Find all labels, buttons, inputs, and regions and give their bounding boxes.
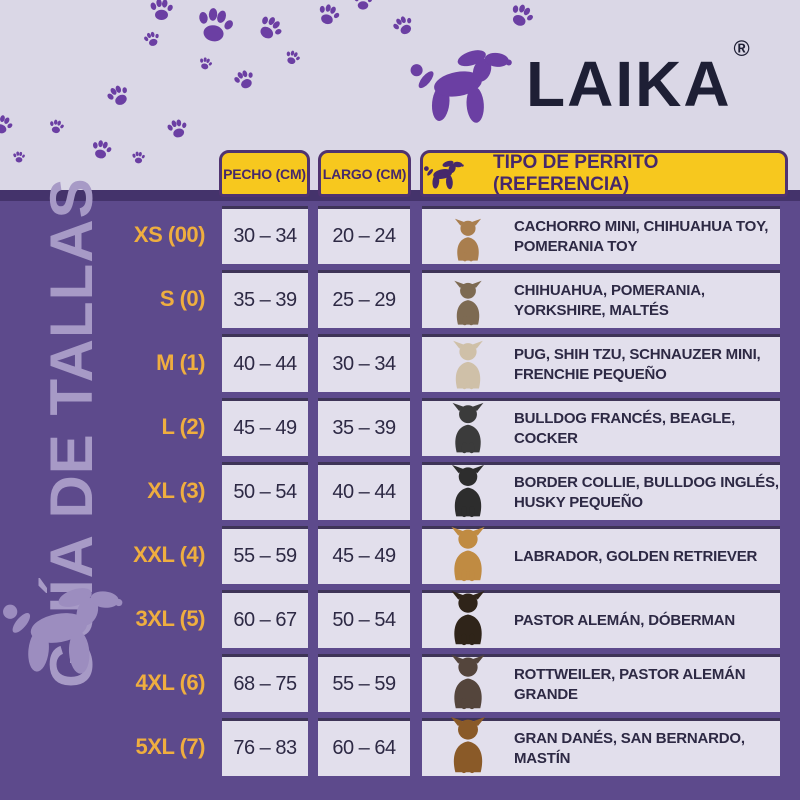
dog-photo-mastiff	[432, 721, 504, 776]
breed-list: GRAN DANÉS, SAN BERNARDO, MASTÍN	[514, 730, 745, 767]
dog-photo-rottweiler	[432, 657, 504, 712]
paw-icon	[88, 136, 115, 163]
paw-icon	[131, 150, 146, 165]
column-header-pecho: PECHO (CM)	[219, 150, 310, 197]
brand-name: LAIKA	[526, 48, 732, 120]
breed-list: CACHORRO MINI, CHIHUAHUA TOY, POMERANIA …	[514, 218, 769, 255]
pecho-cell: 68 – 75	[222, 654, 308, 712]
paw-icon	[12, 150, 26, 164]
paw-icon	[313, 0, 345, 30]
breed-list: BORDER COLLIE, BULLDOG INGLÉS, HUSKY PEQ…	[514, 474, 779, 511]
column-header-tipo-label: TIPO DE PERRITO (REFERENCIA)	[493, 151, 659, 195]
column-header-tipo: TIPO DE PERRITO (REFERENCIA)	[420, 150, 788, 197]
breed-list: ROTTWEILER, PASTOR ALEMÁN GRANDE	[514, 666, 746, 703]
paw-icon	[504, 0, 540, 33]
paw-icon	[282, 47, 304, 69]
largo-cell: 25 – 29	[318, 270, 410, 328]
pecho-cell: 45 – 49	[222, 398, 308, 456]
largo-cell: 40 – 44	[318, 462, 410, 520]
paw-icon	[148, 0, 175, 23]
table-row: 3XL (5) 60 – 67 50 – 54 PASTOR ALEMÁN, DÓBE…	[0, 590, 800, 648]
paw-icon	[352, 0, 374, 12]
largo-cell: 45 – 49	[318, 526, 410, 584]
tipo-cell: BORDER COLLIE, BULLDOG INGLÉS, HUSKY PEQ…	[422, 462, 780, 520]
table-row: S (0) 35 – 39 25 – 29 CHIHUAHUA, POMERANIA,…	[0, 270, 800, 328]
largo-cell: 60 – 64	[318, 718, 410, 776]
dog-photo-yorkshire	[432, 273, 504, 328]
tipo-cell: GRAN DANÉS, SAN BERNARDO, MASTÍN	[422, 718, 780, 776]
size-label: L (2)	[161, 414, 205, 439]
paw-icon	[251, 9, 290, 48]
breed-list: PUG, SHIH TZU, SCHNAUZER MINI, FRENCHIE …	[514, 346, 761, 383]
table-row: L (2) 45 – 49 35 – 39 BULLDOG FRANCÉS, BEAG…	[0, 398, 800, 456]
pecho-cell: 55 – 59	[222, 526, 308, 584]
dog-photo-border-collie	[432, 465, 504, 520]
dog-photo-shih-tzu	[432, 337, 504, 392]
pecho-cell: 30 – 34	[222, 206, 308, 264]
pecho-cell: 50 – 54	[222, 462, 308, 520]
size-table: XS (00) 30 – 34 20 – 24 CACHORRO MINI, CHIH…	[0, 201, 800, 776]
breed-list: CHIHUAHUA, POMERANIA, YORKSHIRE, MALTÉS	[514, 282, 705, 319]
tipo-cell: BULLDOG FRANCÉS, BEAGLE, COCKER	[422, 398, 780, 456]
balloon-dog-icon	[423, 157, 467, 191]
paw-icon	[47, 117, 67, 137]
pecho-cell: 35 – 39	[222, 270, 308, 328]
largo-cell: 50 – 54	[318, 590, 410, 648]
paw-icon	[196, 54, 214, 72]
paw-icon	[0, 110, 17, 139]
paw-icon	[140, 27, 163, 50]
dog-photo-chihuahua-toy	[432, 209, 504, 264]
brand-logo: LAIKA ®	[408, 34, 750, 134]
breed-list: PASTOR ALEMÁN, DÓBERMAN	[514, 611, 735, 629]
pecho-cell: 40 – 44	[222, 334, 308, 392]
breed-list: BULLDOG FRANCÉS, BEAGLE, COCKER	[514, 410, 736, 447]
tipo-cell: PASTOR ALEMÁN, DÓBERMAN	[422, 590, 780, 648]
largo-cell: 35 – 39	[318, 398, 410, 456]
size-label: S (0)	[159, 286, 206, 311]
paw-icon	[229, 64, 260, 95]
registered-mark: ®	[733, 36, 750, 61]
pecho-cell: 76 – 83	[222, 718, 308, 776]
size-label: XL (3)	[147, 478, 205, 503]
tipo-cell: PUG, SHIH TZU, SCHNAUZER MINI, FRENCHIE …	[422, 334, 780, 392]
table-row: M (1) 40 – 44 30 – 34 PUG, SHIH TZU, SCHNAU…	[0, 334, 800, 392]
dog-photo-doberman	[432, 593, 504, 648]
table-row: XL (3) 50 – 54 40 – 44 BORDER COLLIE, BULLD…	[0, 462, 800, 520]
column-header-largo: LARGO (CM)	[318, 150, 411, 197]
largo-cell: 55 – 59	[318, 654, 410, 712]
paw-icon	[163, 114, 191, 142]
size-label: 5XL (7)	[135, 734, 206, 759]
dog-photo-golden-retriever	[432, 529, 504, 584]
table-row: XS (00) 30 – 34 20 – 24 CACHORRO MINI, CHIH…	[0, 206, 800, 264]
paw-icon	[101, 78, 135, 112]
table-row: XXL (4) 55 – 59 45 – 49 LABRADOR, GOLDEN RE…	[0, 526, 800, 584]
size-label: M (1)	[156, 350, 205, 375]
tipo-cell: CHIHUAHUA, POMERANIA, YORKSHIRE, MALTÉS	[422, 270, 780, 328]
table-row: 4XL (6) 68 – 75 55 – 59 ROTTWEILER, PASTOR …	[0, 654, 800, 712]
table-row: 5XL (7) 76 – 83 60 – 64 GRAN DANÉS, SAN BER…	[0, 718, 800, 776]
balloon-dog-icon	[408, 37, 520, 131]
pecho-cell: 60 – 67	[222, 590, 308, 648]
size-label: XXL (4)	[133, 542, 205, 567]
tipo-cell: ROTTWEILER, PASTOR ALEMÁN GRANDE	[422, 654, 780, 712]
largo-cell: 20 – 24	[318, 206, 410, 264]
size-label: XS (00)	[133, 222, 206, 247]
size-label: 3XL (5)	[135, 606, 206, 631]
breed-list: LABRADOR, GOLDEN RETRIEVER	[514, 547, 758, 565]
paw-icon	[191, 1, 240, 50]
dog-photo-french-bulldog	[432, 401, 504, 456]
size-label: 4XL (6)	[135, 670, 206, 695]
largo-cell: 30 – 34	[318, 334, 410, 392]
balloon-dog-illustration	[0, 572, 132, 684]
tipo-cell: CACHORRO MINI, CHIHUAHUA TOY, POMERANIA …	[422, 206, 780, 264]
tipo-cell: LABRADOR, GOLDEN RETRIEVER	[422, 526, 780, 584]
